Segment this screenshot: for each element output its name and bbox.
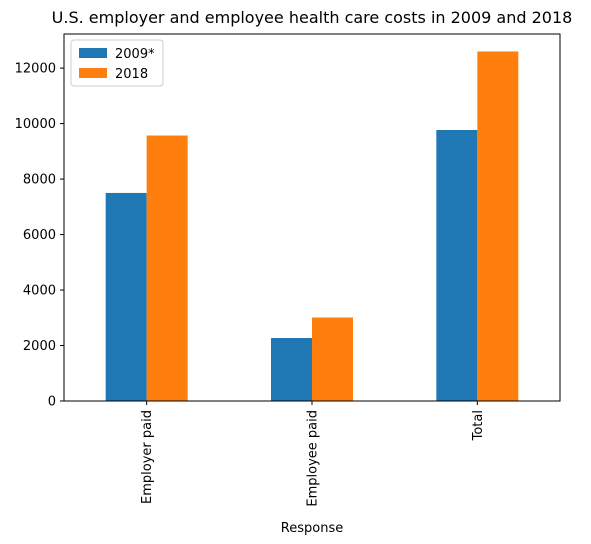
- y-tick-label: 8000: [23, 173, 56, 188]
- y-tick-label: 0: [48, 395, 56, 410]
- y-tick-label: 6000: [23, 228, 56, 243]
- legend: 2009* 2018: [70, 39, 164, 87]
- bar-2009-0: [105, 192, 147, 401]
- legend-entry: 2009*: [115, 47, 155, 62]
- chart-title: U.S. employer and employee health care c…: [52, 8, 573, 27]
- legend-entry: 2018: [115, 67, 148, 82]
- legend-swatch: [79, 48, 107, 58]
- bar-2018-2: [477, 51, 519, 401]
- x-tick-label: Employee paid: [306, 410, 321, 507]
- bar-2009-2: [436, 129, 478, 401]
- bar-2009-1: [271, 338, 312, 401]
- x-axis-label: Response: [281, 521, 343, 536]
- bar-2018-0: [146, 135, 188, 401]
- x-tick-label: Employer paid: [140, 410, 155, 504]
- y-axis: 0 2000 4000 6000 8000 10000 12000: [15, 62, 64, 410]
- y-tick-label: 12000: [15, 62, 56, 77]
- plot-area: [105, 51, 519, 401]
- bar-2018-1: [312, 317, 353, 401]
- y-tick-label: 2000: [23, 339, 56, 354]
- x-tick-label: Total: [471, 410, 486, 441]
- y-tick-label: 10000: [15, 117, 56, 132]
- legend-swatch: [79, 68, 107, 78]
- y-tick-label: 4000: [23, 284, 56, 299]
- x-axis: Employer paid Employee paid Total: [140, 401, 486, 507]
